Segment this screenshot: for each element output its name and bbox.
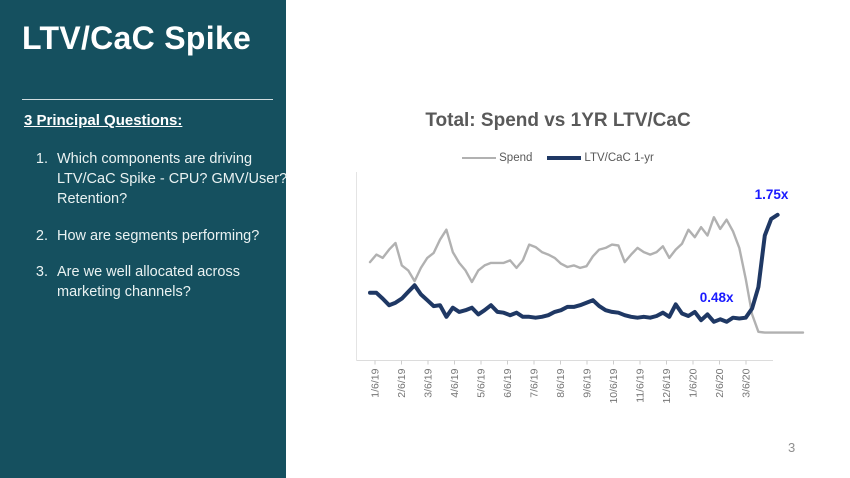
x-tick-label: 1/6/20 xyxy=(688,368,700,397)
ltv-line-swatch xyxy=(547,156,582,160)
x-tick-label: 2/6/20 xyxy=(714,368,726,397)
x-tick-label: 12/6/19 xyxy=(661,368,673,403)
x-tick-label: 3/6/20 xyxy=(741,368,753,397)
questions-list: Which components are driving LTV/CaC Spi… xyxy=(26,150,288,320)
chart-title: Total: Spend vs 1YR LTV/CaC xyxy=(425,110,691,131)
x-tick-label: 10/6/19 xyxy=(608,368,620,403)
x-tick-label: 3/6/19 xyxy=(423,368,435,397)
line-chart-plot: 1/6/19 2/6/19 3/6/19 4/6/19 5/6/19 6/6/19 7/6/… xyxy=(356,172,805,404)
legend-item-ltv: LTV/CaC 1-yr xyxy=(547,152,654,164)
x-tick-label: 4/6/19 xyxy=(449,368,461,397)
questions-heading: 3 Principal Questions: xyxy=(24,112,183,129)
sidebar: LTV/CaC Spike 3 Principal Questions: Whi… xyxy=(0,0,288,478)
legend-label-ltv: LTV/CaC 1-yr xyxy=(584,152,654,164)
legend-label-spend: Spend xyxy=(499,152,533,164)
spend-line-swatch xyxy=(462,157,497,159)
ltv-cac-line xyxy=(368,212,780,324)
x-tick-label: 8/6/19 xyxy=(555,368,567,397)
annotation-1.75x: 1.75x xyxy=(755,187,789,202)
x-tick-label: 11/6/19 xyxy=(635,368,647,402)
question-item-1: Which components are driving LTV/CaC Spi… xyxy=(52,150,288,210)
slide-title: LTV/CaC Spike xyxy=(22,20,252,56)
question-item-3: Are we well allocated across marketing c… xyxy=(52,263,288,303)
legend-item-spend: Spend xyxy=(462,152,532,164)
spend-line xyxy=(368,215,805,334)
chart-legend: Spend LTV/CaC 1-yr xyxy=(340,152,776,164)
x-tick-label: 6/6/19 xyxy=(502,368,514,397)
question-item-2: How are segments performing? xyxy=(52,227,288,247)
page-number: 3 xyxy=(788,440,796,455)
x-tick-label: 7/6/19 xyxy=(529,368,541,397)
annotation-0.48x: 0.48x xyxy=(700,290,734,305)
x-tick-label: 1/6/19 xyxy=(370,368,382,397)
x-tick-label: 9/6/19 xyxy=(582,368,594,397)
x-tick-label: 5/6/19 xyxy=(476,368,488,397)
divider-line xyxy=(22,99,273,100)
x-tick-label: 2/6/19 xyxy=(396,368,408,397)
